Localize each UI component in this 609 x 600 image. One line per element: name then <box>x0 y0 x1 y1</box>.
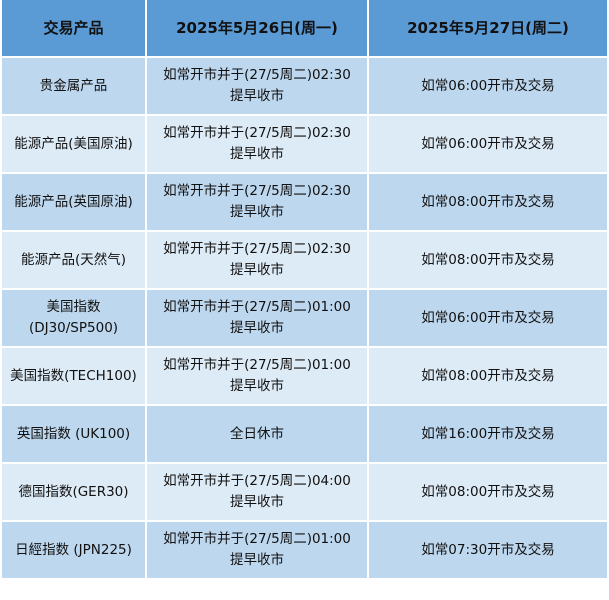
table-row: 英国指数 (UK100) 全日休市 如常16:00开市及交易 <box>0 404 609 464</box>
may26-cell: 如常开市并于(27/5周二)02:30 提早收市 <box>145 230 369 290</box>
may27-cell: 如常06:00开市及交易 <box>367 114 609 174</box>
table-row: 日經指数 (JPN225) 如常开市并于(27/5周二)01:00 提早收市 如常0… <box>0 520 609 580</box>
product-cell: 能源产品(美国原油) <box>0 114 147 174</box>
table-row: 能源产品(天然气) 如常开市并于(27/5周二)02:30 提早收市 如常08:00… <box>0 230 609 290</box>
may26-cell: 如常开市并于(27/5周二)02:30 提早收市 <box>145 172 369 232</box>
may27-cell: 如常08:00开市及交易 <box>367 346 609 406</box>
header-date-1: 2025年5月26日(周一) <box>145 0 369 58</box>
table-row: 美国指数(TECH100) 如常开市并于(27/5周二)01:00 提早收市 如常0… <box>0 346 609 406</box>
header-row: 交易产品 2025年5月26日(周一) 2025年5月27日(周二) <box>0 0 609 58</box>
may27-cell: 如常08:00开市及交易 <box>367 172 609 232</box>
trading-schedule-table: 交易产品 2025年5月26日(周一) 2025年5月27日(周二) 贵金属产品… <box>0 0 609 580</box>
may26-cell: 如常开市并于(27/5周二)02:30 提早收市 <box>145 114 369 174</box>
product-cell: 日經指数 (JPN225) <box>0 520 147 580</box>
may26-cell: 如常开市并于(27/5周二)01:00 提早收市 <box>145 288 369 348</box>
may27-cell: 如常08:00开市及交易 <box>367 462 609 522</box>
table-row: 能源产品(美国原油) 如常开市并于(27/5周二)02:30 提早收市 如常06:0… <box>0 114 609 174</box>
may27-cell: 如常07:30开市及交易 <box>367 520 609 580</box>
header-date-2: 2025年5月27日(周二) <box>367 0 609 58</box>
may26-cell: 如常开市并于(27/5周二)01:00 提早收市 <box>145 520 369 580</box>
may27-cell: 如常06:00开市及交易 <box>367 288 609 348</box>
may27-cell: 如常06:00开市及交易 <box>367 56 609 116</box>
may27-cell: 如常08:00开市及交易 <box>367 230 609 290</box>
product-cell: 美国指数 (DJ30/SP500) <box>0 288 147 348</box>
may26-cell: 如常开市并于(27/5周二)01:00 提早收市 <box>145 346 369 406</box>
header-product: 交易产品 <box>0 0 147 58</box>
product-cell: 贵金属产品 <box>0 56 147 116</box>
product-cell: 能源产品(英国原油) <box>0 172 147 232</box>
table-row: 美国指数 (DJ30/SP500) 如常开市并于(27/5周二)01:00 提早收… <box>0 288 609 348</box>
product-cell: 能源产品(天然气) <box>0 230 147 290</box>
may26-cell: 全日休市 <box>145 404 369 464</box>
table-row: 德国指数(GER30) 如常开市并于(27/5周二)04:00 提早收市 如常08:… <box>0 462 609 522</box>
table-row: 能源产品(英国原油) 如常开市并于(27/5周二)02:30 提早收市 如常08:0… <box>0 172 609 232</box>
may26-cell: 如常开市并于(27/5周二)04:00 提早收市 <box>145 462 369 522</box>
product-cell: 美国指数(TECH100) <box>0 346 147 406</box>
product-cell: 英国指数 (UK100) <box>0 404 147 464</box>
may26-cell: 如常开市并于(27/5周二)02:30 提早收市 <box>145 56 369 116</box>
product-cell: 德国指数(GER30) <box>0 462 147 522</box>
table-row: 贵金属产品 如常开市并于(27/5周二)02:30 提早收市 如常06:00开市及交… <box>0 56 609 116</box>
may27-cell: 如常16:00开市及交易 <box>367 404 609 464</box>
